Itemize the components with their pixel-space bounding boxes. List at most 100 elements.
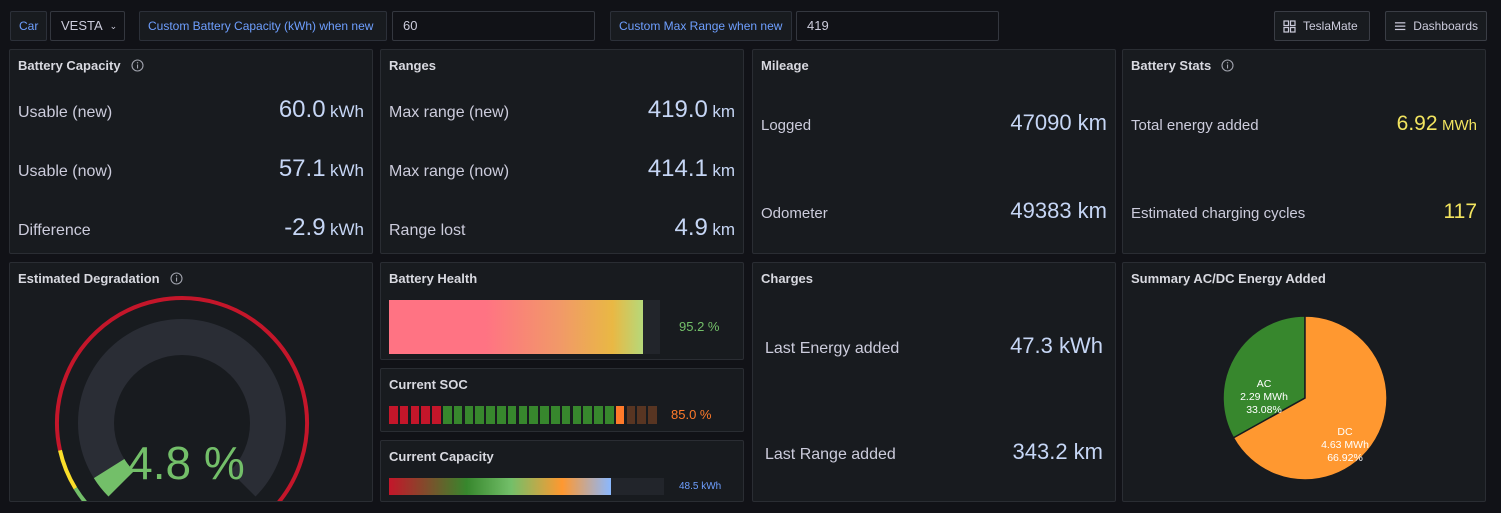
pie-label-dc-percent: 66.92% <box>1327 452 1363 464</box>
max-range-input[interactable]: 419 <box>796 11 999 41</box>
current-capacity-panel: Current Capacity 48.5 kWh <box>380 440 744 502</box>
stat-row: Max range (now) 414.1 km <box>389 155 735 183</box>
panel-title: Battery Capacity <box>18 58 121 73</box>
stat-unit: km <box>712 220 735 239</box>
panel-title: Estimated Degradation <box>18 271 160 286</box>
dashboards-button[interactable]: Dashboards <box>1385 11 1487 41</box>
stat-value: 117 <box>1443 200 1477 223</box>
gauge-value <box>93 458 135 497</box>
info-icon[interactable] <box>170 272 183 285</box>
stat-row: Difference -2.9 kWh <box>18 214 364 242</box>
soc-cell <box>507 406 517 424</box>
capacity-bar-track <box>389 478 664 495</box>
soc-cell <box>453 406 463 424</box>
stat-label: Last Energy added <box>765 340 900 357</box>
pie-label-ac-name: AC <box>1257 378 1272 390</box>
battery-health-bar-track <box>389 300 660 354</box>
pie-label-dc-name: DC <box>1337 426 1353 438</box>
stat-label: Total energy added <box>1131 117 1259 134</box>
stat-value: 47.3 kWh <box>1010 333 1103 358</box>
pie-slice-dc[interactable] <box>1232 315 1388 481</box>
battery-health-panel: Battery Health 95.2 % <box>380 262 744 360</box>
estimated-degradation-panel: Estimated Degradation 4.8 % <box>9 262 373 502</box>
panel-title: Ranges <box>389 58 436 73</box>
degradation-value: 4.8 % <box>127 437 245 489</box>
panel-title: Current Capacity <box>389 449 494 464</box>
stat-row: Max range (new) 419.0 km <box>389 96 735 124</box>
gauge-track <box>78 319 286 497</box>
gauge-threshold-yellow <box>58 449 78 490</box>
soc-cell <box>432 406 441 424</box>
stat-value: 47090 km <box>1010 110 1107 135</box>
mileage-panel: Mileage Logged 47090 km Odometer 49383 k… <box>752 49 1116 254</box>
stat-value: 49383 km <box>1010 198 1107 223</box>
stat-row: Usable (now) 57.1 kWh <box>18 155 364 183</box>
car-select[interactable]: VESTA ⌄ <box>50 11 125 41</box>
teslamate-button-label: TeslaMate <box>1303 19 1358 33</box>
current-capacity-value: 48.5 kWh <box>679 481 722 492</box>
soc-cell <box>475 406 484 424</box>
stat-label: Logged <box>761 117 812 134</box>
battery-stats-panel: Battery Stats Total energy added 6.92 MW… <box>1122 49 1486 254</box>
battery-health-bar-fill <box>389 300 644 354</box>
stat-row: Estimated charging cycles 117 <box>1131 200 1477 224</box>
menu-icon <box>1394 22 1406 31</box>
soc-cell <box>410 406 420 424</box>
info-icon[interactable] <box>131 59 144 72</box>
stat-label: Range lost <box>389 222 466 239</box>
stat-label: Max range (now) <box>389 163 510 180</box>
stat-value: 60.0 <box>278 96 326 123</box>
soc-cell <box>572 406 582 424</box>
battery-capacity-variable-label: Custom Battery Capacity (kWh) when new <box>139 11 387 41</box>
pie-label-dc-value: 4.63 MWh <box>1321 439 1369 451</box>
stat-unit: km <box>712 161 735 180</box>
battery-capacity-input[interactable]: 60 <box>392 11 595 41</box>
chevron-down-icon: ⌄ <box>109 21 118 31</box>
current-soc-value: 85.0 % <box>671 407 712 422</box>
panel-title: Mileage <box>761 58 809 73</box>
stat-unit: km <box>712 102 735 121</box>
stat-value: 414.1 <box>647 155 708 182</box>
car-variable-label: Car <box>10 11 48 41</box>
pie-label-ac-percent: 33.08% <box>1246 404 1282 416</box>
gauge-threshold-green <box>73 487 87 501</box>
grid-icon <box>1283 19 1296 33</box>
stat-value: 343.2 km <box>1012 439 1104 464</box>
soc-cell <box>497 406 506 424</box>
acdc-pie-chart: AC 2.29 MWh 33.08% DC 4.63 MWh 66.92% <box>1222 315 1388 481</box>
soc-cell <box>399 406 409 424</box>
soc-cell <box>583 406 592 424</box>
charges-panel: Charges Last Energy added 47.3 kWh Last … <box>752 262 1116 502</box>
stat-unit: kWh <box>330 161 364 180</box>
car-select-value: VESTA <box>61 18 103 33</box>
pie-slice-ac[interactable] <box>1222 315 1306 439</box>
soc-cell <box>389 406 398 424</box>
info-icon[interactable] <box>1221 59 1234 72</box>
stat-row: Last Range added 343.2 km <box>765 439 1103 465</box>
stat-label: Difference <box>18 222 91 239</box>
stat-value: 57.1 <box>278 155 326 182</box>
capacity-bar-fill <box>389 478 612 495</box>
panel-title: Summary AC/DC Energy Added <box>1131 271 1326 286</box>
stat-unit: kWh <box>330 220 364 239</box>
soc-cell <box>540 406 549 424</box>
stat-value: 4.9 <box>674 214 708 241</box>
current-soc-panel: Current SOC 85.0 % <box>380 368 744 432</box>
variables-bar: Car VESTA ⌄ Custom Battery Capacity (kWh… <box>0 0 1501 48</box>
stat-row: Last Energy added 47.3 kWh <box>765 333 1103 359</box>
stat-row: Total energy added 6.92 MWh <box>1131 112 1477 136</box>
stat-value: 419.0 <box>647 96 708 123</box>
stat-label: Odometer <box>761 205 828 222</box>
soc-cell <box>486 406 495 424</box>
soc-cell <box>561 406 571 424</box>
soc-cell <box>551 406 560 424</box>
soc-cell <box>626 406 636 424</box>
soc-cell <box>529 406 538 424</box>
soc-cell <box>594 406 603 424</box>
teslamate-button[interactable]: TeslaMate <box>1274 11 1370 41</box>
dashboards-button-label: Dashboards <box>1413 19 1478 33</box>
degradation-gauge: 4.8 % <box>54 296 309 501</box>
panel-title: Battery Stats <box>1131 58 1212 73</box>
stat-row: Logged 47090 km <box>761 110 1107 136</box>
stat-label: Usable (new) <box>18 104 113 121</box>
